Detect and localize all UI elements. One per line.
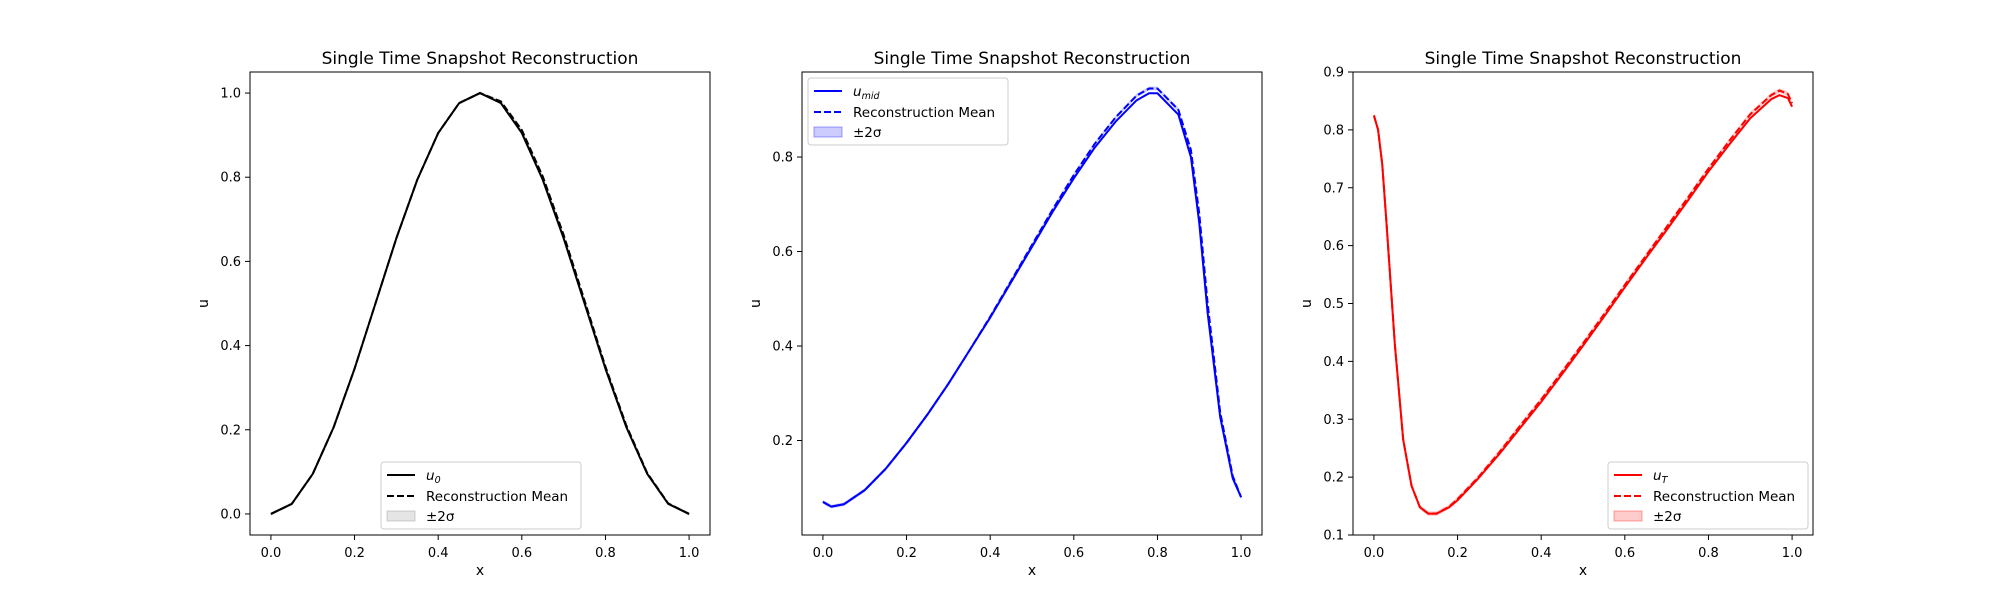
y-tick-label: 0.6 (772, 245, 793, 260)
series-line-reconstruction-mean (822, 87, 1243, 508)
y-tick-label: 0.4 (220, 339, 241, 354)
legend: umid Reconstruction Mean ±2σ (807, 77, 1009, 146)
y-tick-label: 0.4 (1323, 355, 1344, 370)
x-tick-label: 0.8 (1147, 546, 1168, 561)
legend-box (807, 77, 1009, 146)
legend-label-mean: Reconstruction Mean (853, 105, 995, 121)
x-tick-label: 0.4 (980, 546, 1001, 561)
x-tick-label: 0.6 (1614, 546, 1635, 561)
legend-label-band: ±2σ (853, 125, 882, 141)
x-tick-label: 0.0 (1364, 546, 1385, 561)
y-tick-label: 0.6 (1323, 239, 1344, 254)
chart-title: Single Time Snapshot Reconstruction (322, 49, 639, 69)
y-tick-label: 0.8 (1323, 123, 1344, 138)
x-axis-label: x (1579, 563, 1587, 579)
x-tick-label: 1.0 (1231, 546, 1252, 561)
x-tick-label: 0.6 (1063, 546, 1084, 561)
legend: uT Reconstruction Mean ±2σ (1607, 461, 1809, 530)
series-line-reconstruction-mean (270, 92, 690, 515)
x-axis-label: x (1028, 563, 1036, 579)
y-tick-label: 0.2 (220, 423, 241, 438)
series-line-truth (1372, 94, 1793, 515)
legend-label-truth: umid (853, 84, 880, 102)
y-tick-label: 0.5 (1323, 297, 1344, 312)
y-axis-label: u (1299, 299, 1315, 308)
legend-swatch-band (1613, 510, 1643, 522)
x-tick-label: 1.0 (1782, 546, 1803, 561)
y-tick-label: 0.3 (1323, 413, 1344, 428)
y-tick-label: 0.6 (220, 255, 241, 270)
y-tick-label: 0.2 (772, 434, 793, 449)
y-tick-label: 0.8 (772, 151, 793, 166)
legend-label-mean: Reconstruction Mean (1653, 489, 1795, 505)
chart-panel-3: 0.0 0.2 0.4 0.6 0.8 1.0 0.1 0.2 0.3 0.4 0.5 0.6 0.7 0… (1299, 49, 1814, 579)
uncertainty-band (822, 86, 1242, 509)
y-tick-label: 0.9 (1323, 66, 1344, 81)
legend-label-truth: uT (1653, 468, 1669, 486)
x-tick-label: 0.8 (1698, 546, 1719, 561)
x-tick-label: 0.6 (511, 546, 532, 561)
series-line-truth (822, 92, 1243, 508)
legend-label-mean: Reconstruction Mean (426, 489, 568, 505)
x-tick-label: 0.0 (261, 546, 282, 561)
y-tick-label: 0.2 (1323, 471, 1344, 486)
legend-box (380, 461, 582, 530)
uncertainty-band (270, 91, 690, 516)
chart-panel-1: 0.0 0.2 0.4 0.6 0.8 1.0 0.0 0.2 0.4 0.6 0.8 1.0 Sing… (196, 49, 711, 579)
legend-swatch-band (386, 510, 416, 522)
series-line-truth (270, 92, 690, 515)
legend: u0 Reconstruction Mean ±2σ (380, 461, 582, 530)
legend-swatch-band (813, 126, 843, 138)
legend-label-band: ±2σ (426, 509, 455, 525)
x-tick-label: 0.2 (344, 546, 365, 561)
uncertainty-band (1373, 88, 1793, 516)
y-tick-label: 1.0 (220, 87, 241, 102)
x-tick-label: 0.0 (813, 546, 834, 561)
x-tick-label: 0.8 (595, 546, 616, 561)
y-tick-label: 0.1 (1323, 529, 1344, 544)
y-axis-label: u (748, 299, 764, 308)
x-tick-label: 0.4 (1531, 546, 1552, 561)
x-axis-label: x (476, 563, 484, 579)
legend-label-band: ±2σ (1653, 509, 1682, 525)
y-tick-label: 0.7 (1323, 181, 1344, 196)
x-tick-label: 0.2 (1447, 546, 1468, 561)
axes-frame (249, 71, 711, 536)
y-axis-label: u (196, 299, 212, 308)
y-tick-label: 0.8 (220, 171, 241, 186)
chart-title: Single Time Snapshot Reconstruction (1425, 49, 1742, 69)
legend-label-truth: u0 (426, 468, 441, 486)
chart-panel-2: 0.0 0.2 0.4 0.6 0.8 1.0 0.2 0.4 0.6 0.8 Single Tim… (748, 49, 1263, 579)
x-tick-label: 0.2 (896, 546, 917, 561)
x-tick-label: 0.4 (428, 546, 449, 561)
series-line-reconstruction-mean (1372, 89, 1794, 515)
y-tick-label: 0.4 (772, 340, 793, 355)
y-tick-label: 0.0 (220, 507, 241, 522)
x-tick-label: 1.0 (679, 546, 700, 561)
axes-frame (801, 71, 1263, 536)
legend-box (1607, 461, 1809, 530)
chart-title: Single Time Snapshot Reconstruction (874, 49, 1191, 69)
